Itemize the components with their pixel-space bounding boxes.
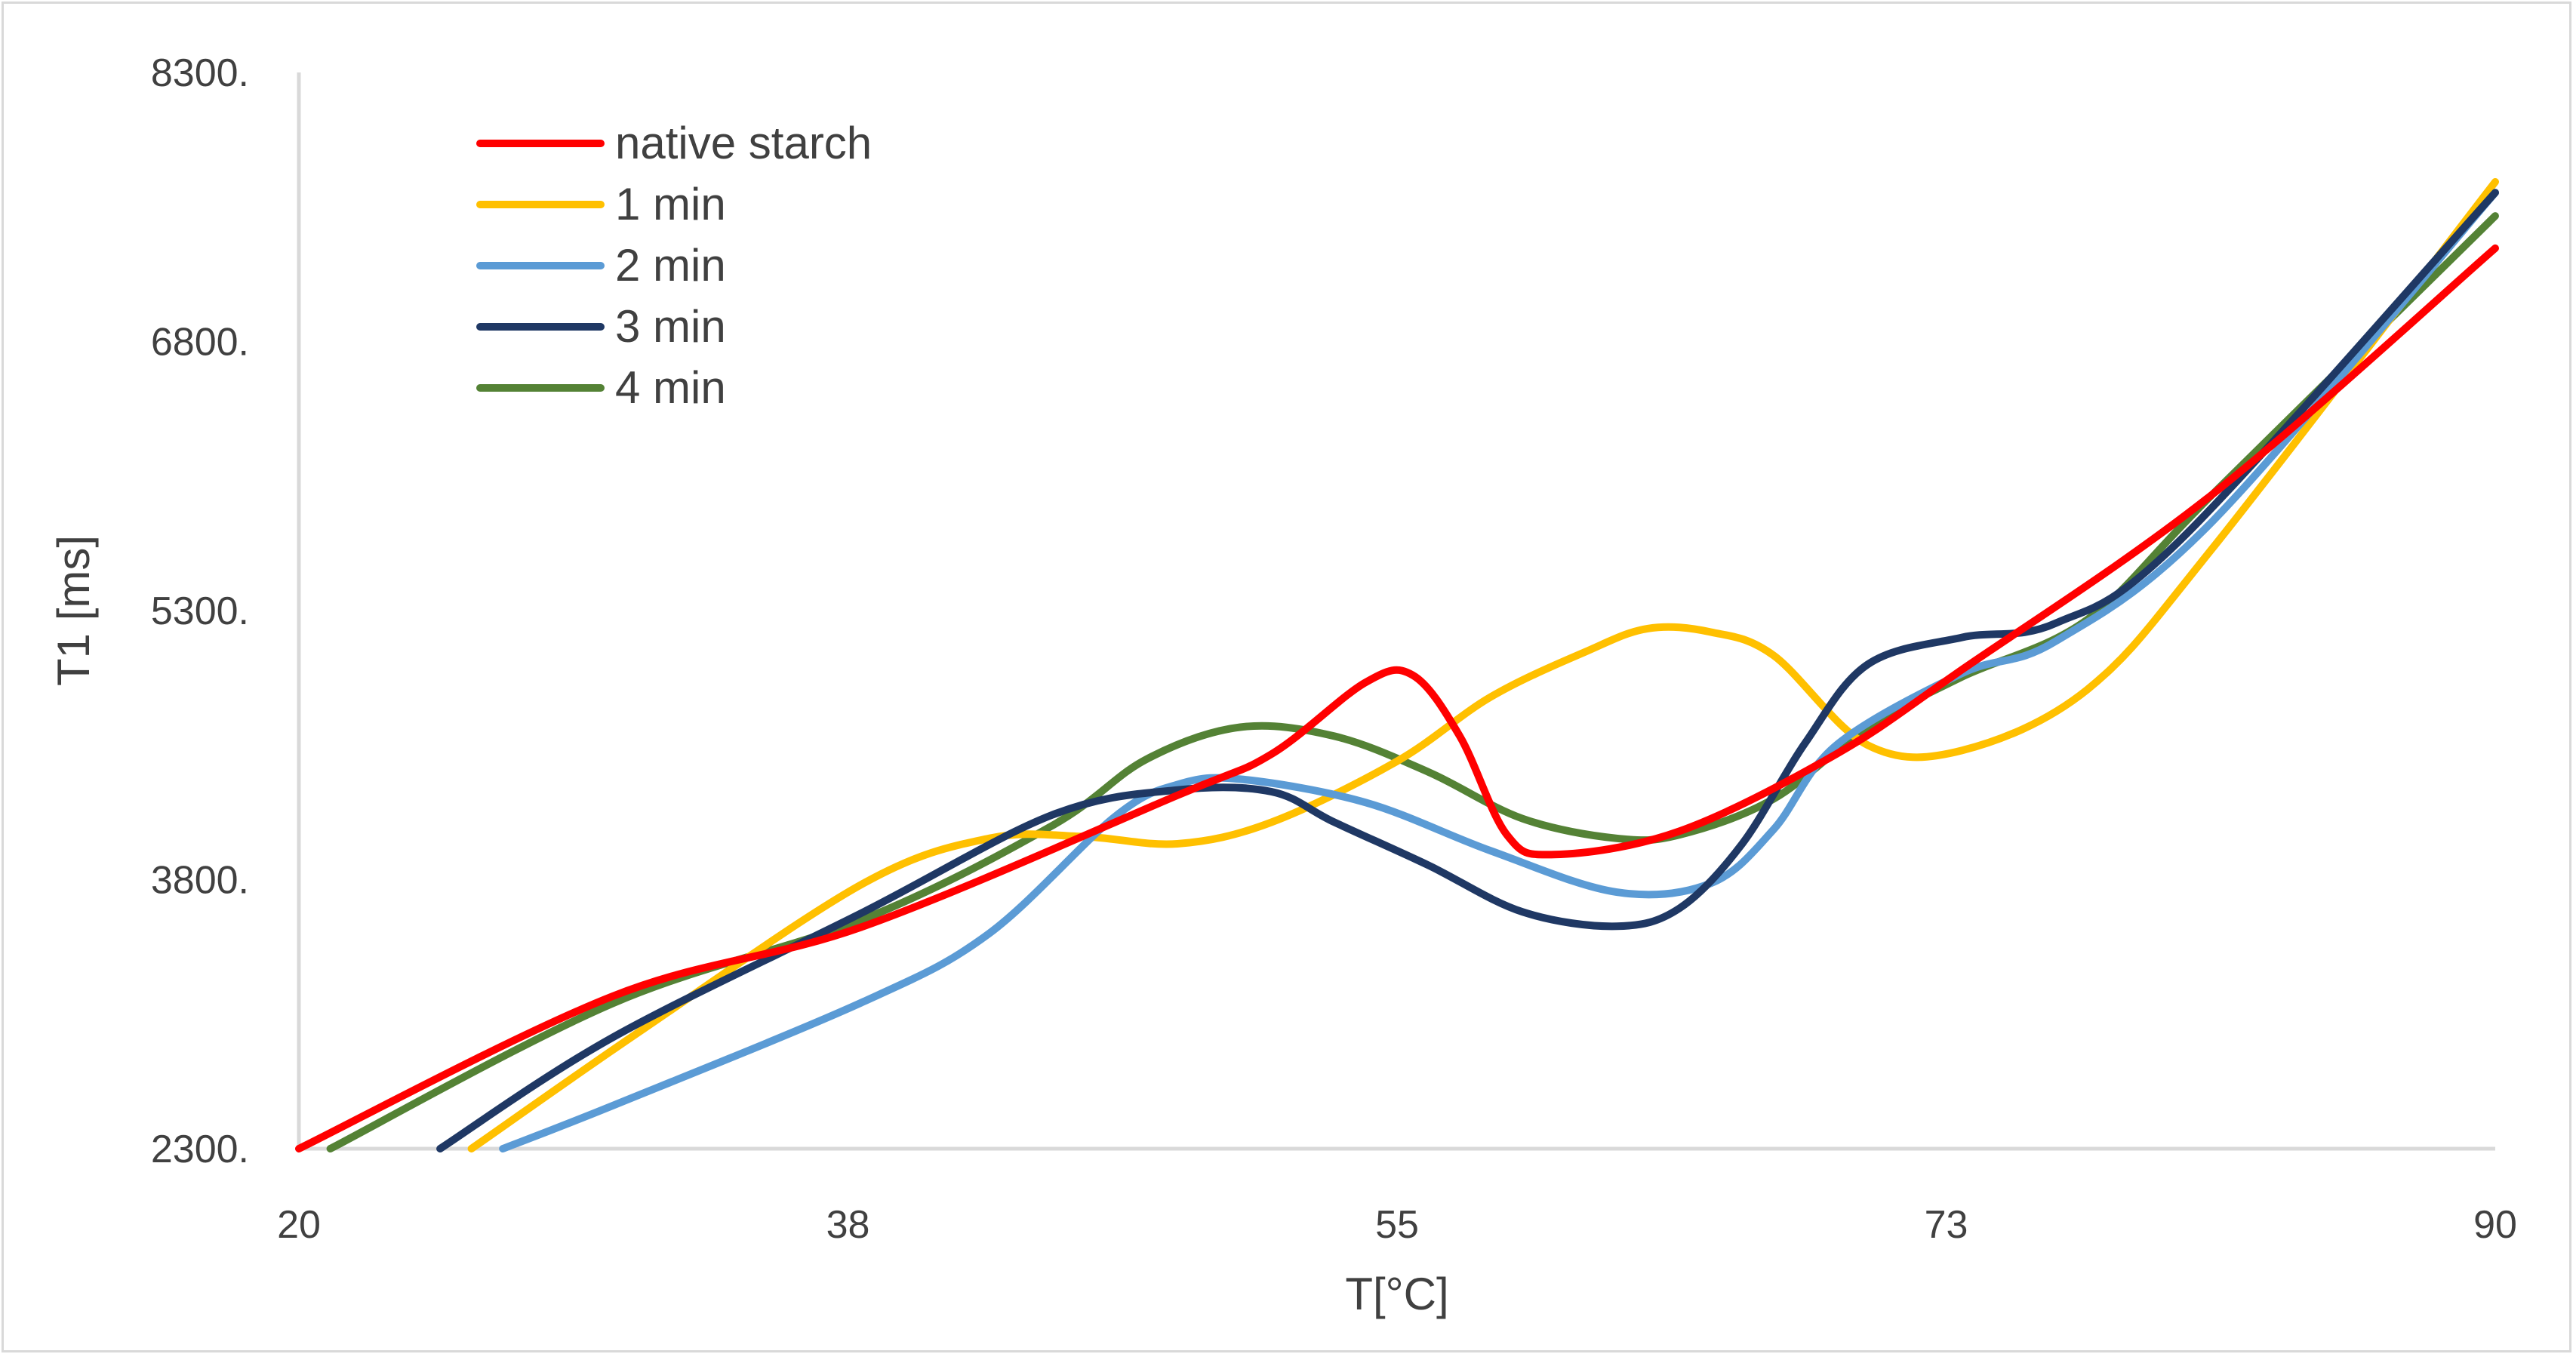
series-line-native-starch: [295, 244, 2499, 1152]
x-tick-label: 38: [826, 1203, 870, 1247]
legend-label: 3 min: [615, 301, 726, 352]
x-axis-title: T[°C]: [1345, 1269, 1448, 1319]
legend-label: 2 min: [615, 240, 726, 291]
y-tick-label: 2300.: [151, 1128, 249, 1171]
y-tick-label: 8300.: [151, 51, 249, 95]
series-line-1-min: [467, 178, 2499, 1152]
x-tick-label: 90: [2473, 1203, 2517, 1247]
x-tick-label: 73: [1925, 1203, 1968, 1247]
y-tick-label: 6800.: [151, 321, 249, 365]
y-tick-label: 3800.: [151, 859, 249, 903]
x-tick-label: 20: [277, 1203, 321, 1247]
series-line-2-min: [499, 189, 2499, 1152]
series-line-4-min: [326, 212, 2499, 1152]
legend-label: 4 min: [615, 362, 726, 413]
legend-label: 1 min: [615, 179, 726, 229]
series-line-3-min: [436, 189, 2499, 1152]
y-tick-label: 5300.: [151, 589, 249, 633]
y-axis-title: T1 [ms]: [48, 535, 99, 686]
x-tick-label: 55: [1375, 1203, 1419, 1247]
legend-label: native starch: [615, 118, 872, 168]
